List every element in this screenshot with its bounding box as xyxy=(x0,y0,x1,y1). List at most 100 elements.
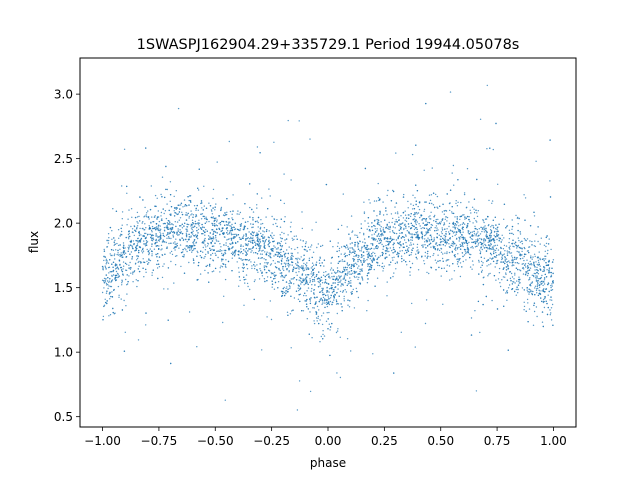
data-point xyxy=(264,241,266,243)
data-point xyxy=(302,268,304,271)
data-point xyxy=(551,283,553,285)
data-point xyxy=(508,247,510,249)
data-point xyxy=(449,202,451,204)
data-point xyxy=(145,268,147,271)
data-point xyxy=(309,278,311,280)
data-point xyxy=(162,265,164,267)
data-point xyxy=(257,239,259,241)
data-point xyxy=(489,237,492,239)
data-point xyxy=(283,173,285,175)
data-point xyxy=(170,213,172,215)
data-point xyxy=(493,256,496,258)
data-point xyxy=(505,292,507,294)
data-point xyxy=(446,270,448,272)
data-point xyxy=(466,225,468,227)
data-point xyxy=(188,215,190,218)
data-point xyxy=(282,266,284,268)
data-point xyxy=(133,270,136,272)
data-point xyxy=(126,224,128,226)
data-point xyxy=(416,243,419,246)
data-point xyxy=(168,228,170,230)
data-point xyxy=(304,245,307,248)
data-point xyxy=(313,276,316,279)
data-point xyxy=(326,305,329,308)
data-point xyxy=(178,211,181,213)
data-point xyxy=(341,291,344,293)
data-point xyxy=(422,244,424,246)
data-point xyxy=(212,197,214,200)
data-point xyxy=(336,372,338,374)
data-point xyxy=(512,242,514,244)
data-point xyxy=(104,256,107,258)
data-point xyxy=(192,259,195,261)
data-point xyxy=(398,247,401,249)
data-point xyxy=(153,216,156,218)
data-point xyxy=(264,240,267,242)
data-point xyxy=(167,233,169,235)
data-point xyxy=(407,223,410,225)
data-point xyxy=(436,206,438,208)
data-point xyxy=(259,241,262,243)
data-point xyxy=(166,237,168,239)
data-point xyxy=(239,228,242,230)
data-point xyxy=(321,282,324,284)
data-point xyxy=(471,268,473,270)
data-point xyxy=(219,243,221,245)
data-point xyxy=(543,244,546,246)
data-point xyxy=(128,248,130,250)
data-point xyxy=(311,256,313,259)
data-point xyxy=(212,216,214,218)
data-point xyxy=(232,194,234,196)
data-point xyxy=(175,246,177,248)
data-point xyxy=(305,277,307,279)
data-point xyxy=(167,288,169,290)
data-point xyxy=(245,233,247,235)
data-point xyxy=(166,228,169,230)
data-point xyxy=(243,304,245,306)
data-point xyxy=(279,272,281,274)
data-point xyxy=(292,278,294,280)
data-point xyxy=(189,200,192,202)
data-point xyxy=(508,241,510,244)
data-point xyxy=(348,280,350,283)
data-point xyxy=(221,258,223,260)
data-point xyxy=(535,306,538,308)
data-point xyxy=(149,208,152,211)
data-point xyxy=(537,240,539,243)
data-point xyxy=(123,299,125,302)
data-point xyxy=(156,263,158,266)
data-point xyxy=(149,259,152,262)
data-point xyxy=(273,271,276,274)
data-point xyxy=(167,220,170,222)
data-point xyxy=(380,240,382,242)
data-point xyxy=(400,215,402,217)
data-point xyxy=(466,226,468,229)
data-point xyxy=(381,232,383,235)
data-point xyxy=(256,204,258,206)
data-point xyxy=(366,244,369,247)
data-point xyxy=(283,276,286,279)
data-point xyxy=(544,250,546,252)
data-point xyxy=(386,256,388,258)
data-point xyxy=(451,206,453,208)
data-point xyxy=(107,277,109,279)
data-point xyxy=(298,271,300,273)
data-point xyxy=(116,242,118,245)
data-point xyxy=(465,252,467,255)
data-point xyxy=(171,228,174,230)
data-point xyxy=(150,185,152,187)
data-point xyxy=(511,232,513,235)
data-point xyxy=(229,210,232,213)
data-point xyxy=(295,267,297,269)
data-point xyxy=(349,243,351,245)
data-point xyxy=(417,252,419,255)
data-point xyxy=(283,262,286,264)
data-point xyxy=(175,190,177,192)
data-point xyxy=(157,260,159,262)
data-point xyxy=(160,228,162,230)
data-point xyxy=(287,119,289,122)
data-point xyxy=(443,213,445,215)
data-point xyxy=(103,255,105,258)
data-point xyxy=(288,270,290,272)
data-point xyxy=(170,214,172,216)
